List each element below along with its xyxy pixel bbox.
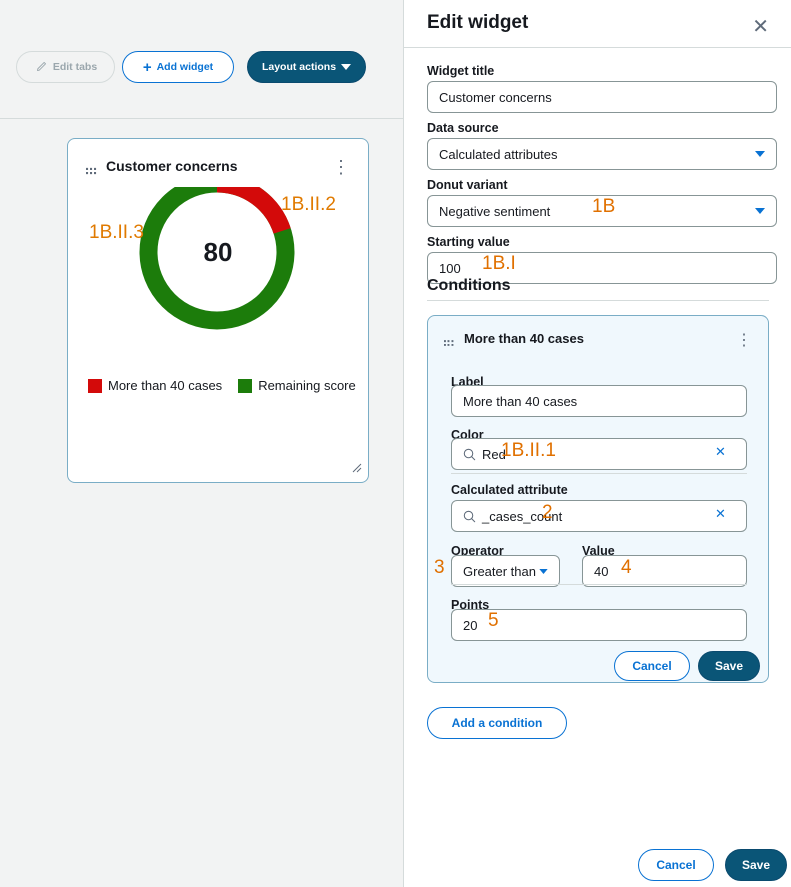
svg-text:80: 80 [204,237,233,267]
